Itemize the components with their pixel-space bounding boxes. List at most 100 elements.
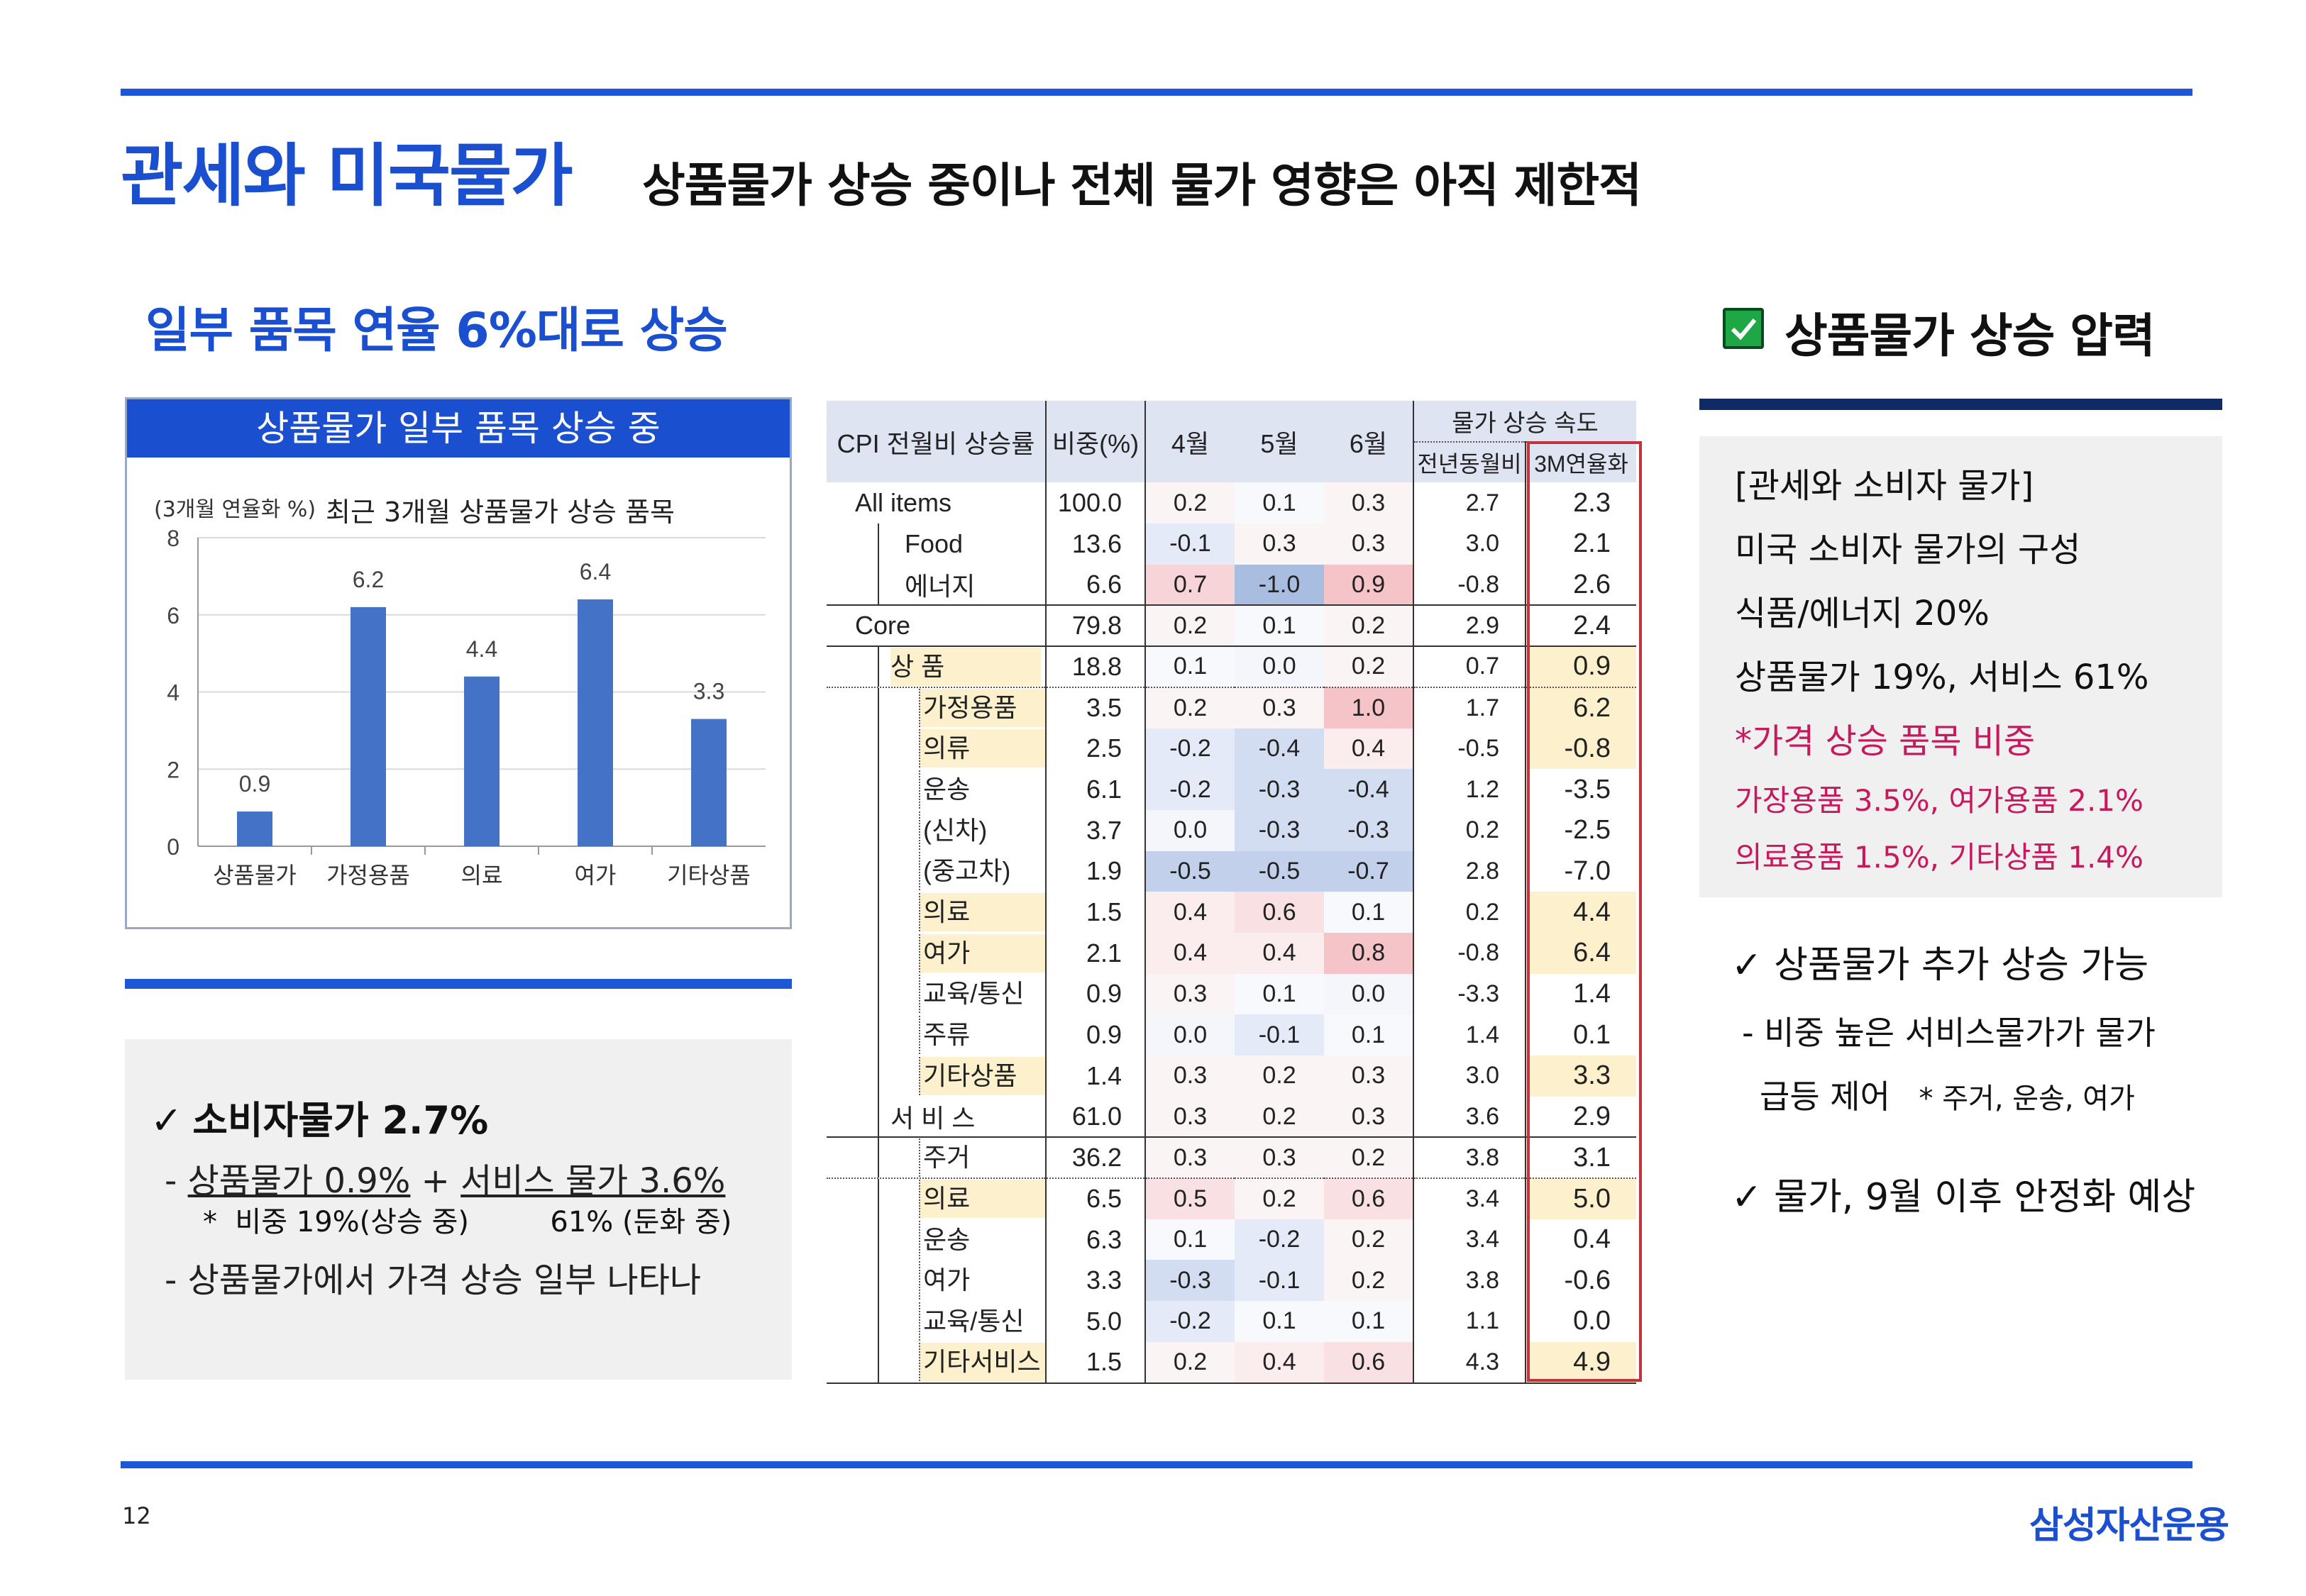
monthly-change-cell: 0.3: [1324, 523, 1413, 565]
row-label-text: 가정용품: [919, 689, 1045, 728]
yoy-cell: 3.0: [1413, 523, 1526, 565]
y-tick-label: 6: [167, 603, 180, 628]
yoy-cell: 2.7: [1413, 482, 1526, 524]
company-logo: 삼성자산운용: [2029, 1504, 2229, 1547]
table-row: 에너지 6.6 0.7 -1.0 0.9 -0.8 2.6: [827, 564, 1636, 606]
table-row: Food 13.6 -0.1 0.3 0.3 3.0 2.1: [827, 523, 1636, 565]
surge-control-line: 급등 제어 * 주거, 운송, 여가: [1760, 1071, 2135, 1118]
yoy-cell: 1.4: [1413, 1014, 1526, 1055]
x-tick-label: 여가: [575, 862, 617, 889]
row-label: Core: [827, 604, 1047, 647]
row-label: 의류: [827, 728, 1047, 770]
page-title: 관세와 미국물가: [121, 136, 573, 216]
row-label: (중고차): [827, 850, 1047, 892]
weight-cell: 61.0: [1046, 1096, 1146, 1138]
table-row: 여가 2.1 0.4 0.4 0.8 -0.8 6.4: [827, 932, 1636, 974]
weight-cell: 13.6: [1046, 523, 1146, 565]
monthly-change-cell: -0.5: [1145, 850, 1235, 892]
monthly-change-cell: 0.8: [1324, 932, 1413, 974]
table-row: 운송 6.1 -0.2 -0.3 -0.4 1.2 -3.5: [827, 769, 1636, 810]
bottom-rule: [121, 1461, 2192, 1468]
annualized-3m-cell: 0.4: [1525, 1219, 1636, 1260]
header-3m-cell: 3M연율화: [1525, 441, 1636, 483]
annualized-3m-cell: 0.9: [1525, 645, 1636, 687]
top-rule: [121, 89, 2192, 96]
check-mark-icon: ✓: [1731, 1176, 1762, 1219]
annualized-3m-cell: 6.4: [1525, 932, 1636, 974]
x-tick-label: 의료: [461, 862, 503, 889]
services-weight-line: - 비중 높은 서비스물가가 물가: [1742, 1014, 2156, 1052]
goods-upside-text: 상품물가 추가 상승 가능: [1774, 944, 2149, 987]
table-row: Core 79.8 0.2 0.1 0.2 2.9 2.4: [827, 604, 1636, 647]
row-label-text: 기타상품: [919, 1056, 1045, 1095]
monthly-change-cell: 0.3: [1235, 1136, 1324, 1179]
row-label-text: 주류: [919, 1016, 970, 1055]
row-label: 교육/통신: [827, 973, 1047, 1015]
box-line-heading: [관세와 소비자 물가]: [1735, 466, 2034, 506]
monthly-change-cell: -0.2: [1145, 1301, 1235, 1342]
data-label: 0.9: [239, 771, 270, 797]
row-label: 의료: [827, 1177, 1047, 1219]
table-row: 교육/통신 0.9 0.3 0.1 0.0 -3.3 1.4: [827, 973, 1636, 1015]
cpi-summary-box: ✓ 소비자물가 2.7% - 상품물가 0.9% + 서비스 물가 3.6% * …: [125, 1039, 792, 1380]
monthly-change-cell: 0.2: [1324, 1219, 1413, 1260]
monthly-change-cell: 0.1: [1235, 1301, 1324, 1342]
monthly-change-cell: 0.2: [1324, 1260, 1413, 1302]
weight-cell: 3.3: [1046, 1260, 1146, 1302]
monthly-change-cell: 0.4: [1145, 932, 1235, 974]
cpi-breakdown-line: - 상품물가 0.9% + 서비스 물가 3.6%: [165, 1153, 725, 1202]
monthly-change-cell: 0.0: [1235, 645, 1324, 687]
yoy-cell: 2.9: [1413, 604, 1526, 647]
monthly-change-cell: -0.3: [1145, 1260, 1235, 1302]
yoy-cell: 4.3: [1413, 1341, 1526, 1384]
monthly-change-cell: 0.6: [1324, 1177, 1413, 1219]
monthly-change-cell: 0.3: [1145, 1096, 1235, 1138]
monthly-change-cell: 0.4: [1235, 932, 1324, 974]
section-title: 일부 품목 연율 6%대로 상승: [145, 303, 728, 359]
yoy-cell: 1.1: [1413, 1301, 1526, 1342]
yoy-cell: 2.8: [1413, 850, 1526, 892]
row-label-text: 주거: [919, 1138, 970, 1177]
header-speed-cell: 물가 상승 속도: [1413, 401, 1636, 443]
box-line-food-energy: 식품/에너지 20%: [1735, 594, 1990, 633]
plus-sign: +: [410, 1161, 461, 1201]
weight-cell: 100.0: [1046, 482, 1146, 524]
monthly-change-cell: 0.1: [1145, 645, 1235, 687]
monthly-change-cell: 0.2: [1324, 1136, 1413, 1179]
surge-control-text: 급등 제어: [1760, 1077, 1890, 1116]
bar: [237, 811, 272, 846]
table-row: 주류 0.9 0.0 -0.1 0.1 1.4 0.1: [827, 1014, 1636, 1055]
row-label: 주류: [827, 1014, 1047, 1055]
box-line-goods-services: 상품물가 19%, 서비스 61%: [1735, 658, 2149, 697]
y-tick-label: 8: [167, 526, 180, 551]
row-label: 가정용품: [827, 686, 1047, 728]
monthly-change-cell: 0.2: [1145, 482, 1235, 524]
data-label: 3.3: [693, 679, 724, 704]
monthly-change-cell: 0.1: [1235, 482, 1324, 524]
monthly-change-cell: 0.2: [1145, 1341, 1235, 1384]
right-section-title: 상품물가 상승 압력: [1784, 309, 2156, 363]
annualized-3m-cell: 3.3: [1525, 1055, 1636, 1097]
monthly-change-cell: -0.4: [1324, 769, 1413, 810]
monthly-change-cell: -0.4: [1235, 728, 1324, 770]
annualized-3m-cell: 0.0: [1525, 1301, 1636, 1342]
row-label-text: 운송: [919, 770, 970, 809]
row-label: 기타서비스: [827, 1341, 1047, 1384]
table-header-row: CPI 전월비 상승률 비중(%) 4월 5월 6월 물가 상승 속도: [827, 401, 1636, 483]
annualized-3m-cell: 2.9: [1525, 1096, 1636, 1138]
tariff-cpi-box: [관세와 소비자 물가] 미국 소비자 물가의 구성 식품/에너지 20% 상품…: [1699, 436, 2222, 897]
row-label: 여가: [827, 1260, 1047, 1302]
left-divider-rule: [125, 979, 792, 989]
yoy-cell: 0.7: [1413, 645, 1526, 687]
monthly-change-cell: 0.6: [1235, 892, 1324, 933]
row-label-text: 기타서비스: [919, 1343, 1045, 1382]
row-label: 의료: [827, 892, 1047, 933]
monthly-change-cell: 0.2: [1145, 604, 1235, 647]
yoy-cell: -3.3: [1413, 973, 1526, 1015]
monthly-change-cell: 0.2: [1145, 686, 1235, 728]
y-tick-label: 2: [167, 757, 180, 782]
services-inflation-text: 서비스 물가 3.6%: [460, 1161, 726, 1201]
monthly-change-cell: 0.1: [1235, 973, 1324, 1015]
goods-inflation-text: 상품물가 0.9%: [187, 1161, 411, 1201]
data-label: 6.2: [353, 567, 384, 592]
